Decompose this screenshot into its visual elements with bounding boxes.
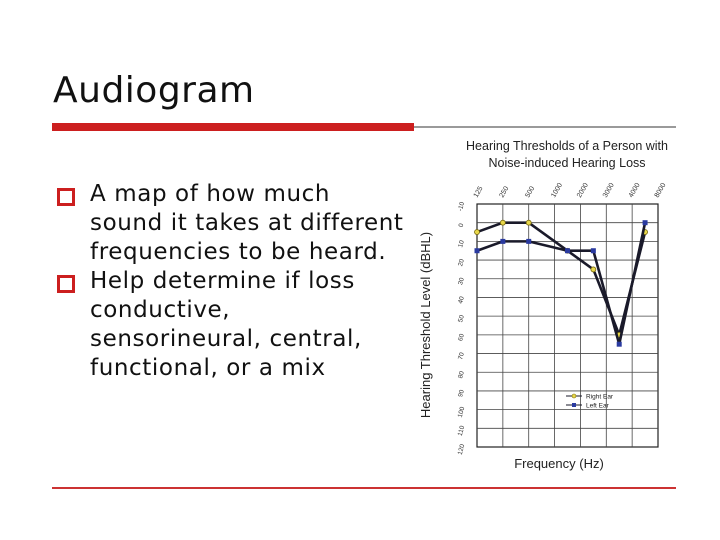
y-tick-label: 80 bbox=[457, 370, 466, 379]
slide-title: Audiogram bbox=[53, 70, 255, 111]
data-point bbox=[500, 238, 506, 244]
y-tick-label: 50 bbox=[457, 314, 466, 323]
data-point bbox=[499, 219, 506, 226]
data-point bbox=[525, 219, 532, 226]
chart-title-line-2: Noise-induced Hearing Loss bbox=[488, 156, 645, 170]
x-tick-label: 4000 bbox=[628, 182, 642, 199]
legend-label: Left Ear bbox=[586, 403, 610, 410]
y-tick-label: 0 bbox=[458, 222, 466, 228]
title-underline-gray bbox=[414, 126, 676, 128]
legend-marker bbox=[572, 403, 576, 407]
data-point bbox=[474, 229, 480, 235]
chart-title-line-1: Hearing Thresholds of a Person with bbox=[466, 139, 668, 153]
y-tick-label: 30 bbox=[457, 277, 466, 286]
data-point bbox=[590, 266, 597, 273]
x-tick-label: 3000 bbox=[602, 182, 616, 199]
x-tick-label: 8000 bbox=[654, 182, 668, 199]
legend-marker bbox=[571, 393, 577, 399]
data-point bbox=[590, 248, 596, 254]
data-point bbox=[474, 248, 480, 254]
y-tick-label: 100 bbox=[457, 406, 467, 419]
y-tick-label: 110 bbox=[457, 425, 467, 437]
y-tick-label: 20 bbox=[457, 258, 466, 267]
bullet-list: A map of how much sound it takes at diff… bbox=[55, 180, 405, 383]
y-tick-label: 120 bbox=[457, 443, 467, 456]
y-tick-label: 70 bbox=[457, 351, 466, 360]
square-bullet-icon bbox=[57, 188, 75, 206]
y-tick-label: 60 bbox=[457, 333, 466, 342]
bottom-rule bbox=[52, 487, 676, 489]
x-tick-label: 250 bbox=[499, 185, 511, 199]
title-underline-red bbox=[52, 123, 414, 131]
data-point bbox=[526, 238, 532, 244]
data-point bbox=[565, 248, 570, 254]
y-tick-label: 10 bbox=[457, 239, 466, 248]
bullet-text: Help determine if loss conductive, senso… bbox=[90, 268, 362, 381]
audiogram-figure: Hearing Thresholds of a Person with Noise… bbox=[414, 128, 676, 475]
square-bullet-icon bbox=[57, 275, 75, 293]
bullet-item: A map of how much sound it takes at diff… bbox=[55, 180, 405, 267]
y-tick-label: 90 bbox=[457, 389, 466, 398]
plot-frame bbox=[476, 203, 659, 448]
data-point bbox=[642, 220, 648, 226]
y-tick-label: 40 bbox=[457, 295, 466, 304]
x-axis-label: Frequency (Hz) bbox=[514, 456, 604, 471]
bullet-item: Help determine if loss conductive, senso… bbox=[55, 267, 405, 383]
x-tick-label: 2000 bbox=[576, 182, 590, 199]
bullet-text: A map of how much sound it takes at diff… bbox=[90, 181, 404, 265]
x-tick-label: 125 bbox=[473, 185, 485, 199]
data-point bbox=[616, 341, 622, 347]
audiogram-chart: Hearing Thresholds of a Person with Noise… bbox=[418, 139, 668, 471]
y-tick-label: -10 bbox=[457, 201, 466, 212]
y-axis-label: Hearing Threshold Level (dBHL) bbox=[418, 232, 433, 418]
x-tick-label: 500 bbox=[524, 185, 536, 199]
legend-label: Right Ear bbox=[586, 394, 614, 401]
x-tick-label: 1000 bbox=[550, 182, 564, 199]
